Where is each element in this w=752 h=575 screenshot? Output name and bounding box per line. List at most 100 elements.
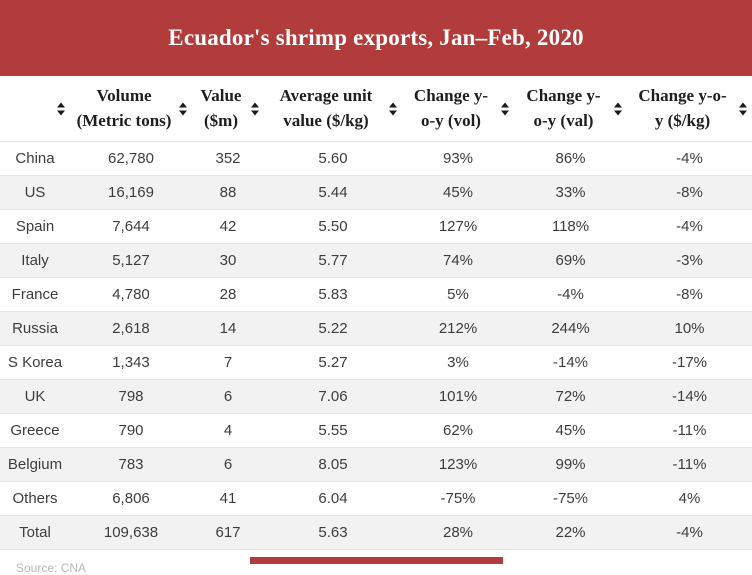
col-header-change-vol[interactable]: Change y- o-y (vol): [402, 76, 514, 142]
data-cell: -14%: [514, 345, 627, 380]
table-row: Total 109,638 617 5.63 28% 22% -4%: [0, 515, 752, 550]
data-cell: 101%: [402, 379, 514, 414]
data-cell: 6,806: [70, 481, 192, 516]
sort-down-icon: [57, 110, 65, 115]
table-row: China 62,780 352 5.60 93% 86% -4%: [0, 141, 752, 176]
col-header-change-val[interactable]: Change y- o-y (val): [514, 76, 627, 142]
data-cell: -75%: [514, 481, 627, 516]
row-label-cell: Greece: [0, 413, 70, 448]
row-label-cell: Total: [0, 515, 70, 550]
data-cell: 5,127: [70, 243, 192, 278]
sort-icon[interactable]: [251, 102, 259, 115]
data-cell: -11%: [627, 413, 752, 448]
sort-icon[interactable]: [614, 102, 622, 115]
col-header-value[interactable]: Value ($m): [192, 76, 264, 142]
sort-icon[interactable]: [179, 102, 187, 115]
data-cell: 244%: [514, 311, 627, 346]
data-cell: 4: [192, 413, 264, 448]
table-row: US 16,169 88 5.44 45% 33% -8%: [0, 175, 752, 210]
data-cell: 3%: [402, 345, 514, 380]
data-cell: 5.55: [264, 413, 402, 448]
col-header-country[interactable]: [0, 76, 70, 142]
table-row: UK 798 6 7.06 101% 72% -14%: [0, 379, 752, 414]
data-cell: 30: [192, 243, 264, 278]
data-cell: -4%: [627, 141, 752, 176]
data-cell: 72%: [514, 379, 627, 414]
data-cell: -8%: [627, 277, 752, 312]
sort-up-icon: [179, 102, 187, 107]
col-header-label: Average unit value ($/kg): [279, 85, 373, 130]
col-header-label: Change y-o- y ($/kg): [638, 85, 727, 130]
data-cell: 8.05: [264, 447, 402, 482]
row-label-cell: Spain: [0, 209, 70, 244]
data-cell: 127%: [402, 209, 514, 244]
data-cell: 212%: [402, 311, 514, 346]
data-cell: 42: [192, 209, 264, 244]
table-row: Belgium 783 6 8.05 123% 99% -11%: [0, 447, 752, 482]
data-cell: 28: [192, 277, 264, 312]
sort-down-icon: [389, 110, 397, 115]
data-cell: -4%: [627, 209, 752, 244]
sort-icon[interactable]: [739, 102, 747, 115]
page-title: Ecuador's shrimp exports, Jan–Feb, 2020: [168, 25, 584, 50]
data-cell: 798: [70, 379, 192, 414]
data-cell: 86%: [514, 141, 627, 176]
table-row: France 4,780 28 5.83 5% -4% -8%: [0, 277, 752, 312]
data-cell: 5.22: [264, 311, 402, 346]
data-cell: 5.50: [264, 209, 402, 244]
data-cell: 14: [192, 311, 264, 346]
data-cell: -14%: [627, 379, 752, 414]
data-cell: 790: [70, 413, 192, 448]
data-cell: 62%: [402, 413, 514, 448]
col-header-label: Volume (Metric tons): [76, 85, 172, 130]
data-cell: 45%: [514, 413, 627, 448]
col-header-avg-unit-value[interactable]: Average unit value ($/kg): [264, 76, 402, 142]
row-label-cell: S Korea: [0, 345, 70, 380]
sort-up-icon: [389, 102, 397, 107]
data-cell: -3%: [627, 243, 752, 278]
data-cell: -4%: [627, 515, 752, 550]
sort-up-icon: [251, 102, 259, 107]
data-cell: 5.83: [264, 277, 402, 312]
data-cell: -11%: [627, 447, 752, 482]
title-banner: Ecuador's shrimp exports, Jan–Feb, 2020: [0, 0, 752, 76]
sort-icon[interactable]: [57, 102, 65, 115]
exports-table: Volume (Metric tons) Value ($m) Average …: [0, 76, 752, 550]
row-label-cell: US: [0, 175, 70, 210]
row-label-cell: France: [0, 277, 70, 312]
sort-down-icon: [614, 110, 622, 115]
col-header-label: Value ($m): [200, 85, 242, 130]
table-row: Others 6,806 41 6.04 -75% -75% 4%: [0, 481, 752, 516]
row-label-cell: Belgium: [0, 447, 70, 482]
table-row: S Korea 1,343 7 5.27 3% -14% -17%: [0, 345, 752, 380]
data-cell: 5.77: [264, 243, 402, 278]
data-cell: 16,169: [70, 175, 192, 210]
data-cell: 5.44: [264, 175, 402, 210]
sort-down-icon: [179, 110, 187, 115]
data-cell: 7: [192, 345, 264, 380]
data-cell: 6: [192, 447, 264, 482]
data-cell: 7.06: [264, 379, 402, 414]
data-cell: 74%: [402, 243, 514, 278]
sort-icon[interactable]: [501, 102, 509, 115]
data-cell: 33%: [514, 175, 627, 210]
data-cell: 6: [192, 379, 264, 414]
row-label-cell: China: [0, 141, 70, 176]
data-cell: 93%: [402, 141, 514, 176]
data-cell: -4%: [514, 277, 627, 312]
data-cell: -8%: [627, 175, 752, 210]
data-cell: 10%: [627, 311, 752, 346]
data-cell: -75%: [402, 481, 514, 516]
data-cell: 109,638: [70, 515, 192, 550]
sort-up-icon: [614, 102, 622, 107]
sort-down-icon: [501, 110, 509, 115]
col-header-volume[interactable]: Volume (Metric tons): [70, 76, 192, 142]
data-cell: 1,343: [70, 345, 192, 380]
row-label-cell: Russia: [0, 311, 70, 346]
table-row: Spain 7,644 42 5.50 127% 118% -4%: [0, 209, 752, 244]
col-header-change-unit-value[interactable]: Change y-o- y ($/kg): [627, 76, 752, 142]
data-cell: 28%: [402, 515, 514, 550]
header-row: Volume (Metric tons) Value ($m) Average …: [0, 76, 752, 142]
data-cell: 5.27: [264, 345, 402, 380]
sort-icon[interactable]: [389, 102, 397, 115]
